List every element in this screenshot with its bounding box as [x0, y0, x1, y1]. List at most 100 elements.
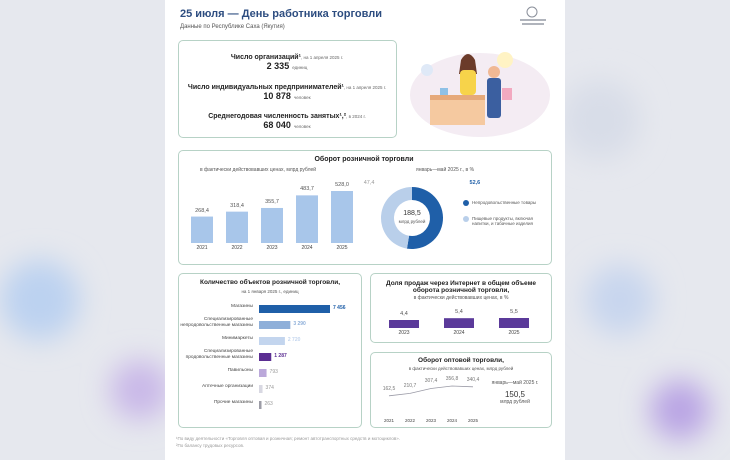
objects-box: [178, 273, 362, 428]
page-subtitle: Данные по Республике Саха (Якутия): [180, 24, 285, 30]
chart-title: Доля продаж через Интернет в общем объем…: [385, 280, 536, 295]
category-label: Прочие магазины: [213, 400, 253, 405]
x-tick-label: 2023: [398, 330, 410, 336]
bar: [191, 216, 213, 243]
value-label: 307,4: [424, 378, 438, 385]
stat-unit: человек: [293, 124, 311, 129]
x-tick-label: 2021: [383, 418, 394, 423]
category-label: Специализированные непродовольственные м…: [180, 317, 253, 328]
stat-unit: человек: [293, 94, 311, 100]
stat-label: Число организаций¹: [230, 54, 301, 61]
x-tick-label: 2024: [301, 245, 313, 251]
value-label: 356,8: [445, 376, 459, 382]
category-label: Специализированные продовольственные маг…: [185, 349, 253, 360]
value-label: 5,4: [455, 309, 463, 316]
bar: [259, 353, 272, 361]
bar: [261, 207, 283, 243]
footnote: ¹По виду деятельности «Торговля оптовая …: [176, 436, 401, 441]
value-label: 340,4: [466, 376, 480, 383]
x-tick-label: 2021: [196, 245, 208, 251]
logo: [520, 6, 546, 25]
note-value: 150,5: [504, 390, 526, 399]
value-label: 2 720: [287, 336, 301, 343]
footnote: ²По балансу трудовых ресурсов.: [176, 443, 245, 448]
line: [388, 385, 474, 397]
chart-title: Оборот розничной торговли: [314, 156, 414, 163]
stat-note: , на 1 апреля 2025 г.: [300, 55, 344, 60]
bar: [259, 337, 285, 345]
bar: [444, 318, 474, 328]
value-label: 3 290: [293, 320, 306, 327]
wholesale-box: [370, 352, 552, 428]
legend-swatch: [463, 200, 469, 206]
donut-segment: [406, 187, 444, 249]
x-tick-label: 2023: [425, 418, 436, 423]
stat-value: 10 878: [263, 90, 291, 101]
stat-heading: Число индивидуальных предпринимателей¹, …: [180, 76, 394, 94]
page-title: 25 июля — День работника торговли: [180, 8, 382, 20]
stat-heading: Среднегодовая численность занятых¹,², в …: [180, 105, 394, 123]
x-tick-label: 2025: [467, 418, 478, 423]
bar: [259, 369, 267, 377]
category-label: Павильоны: [227, 368, 253, 373]
stat-value-row: 68 040 человек: [180, 115, 394, 133]
category-label: Минимаркеты: [222, 336, 253, 341]
value-label: 47,4: [363, 180, 375, 186]
value-label: 268,4: [195, 207, 209, 214]
stat-label: Среднегодовая численность занятых¹,²: [208, 113, 347, 120]
value-label: 793: [269, 368, 278, 375]
bar: [259, 385, 263, 393]
bar: [259, 305, 330, 313]
bar: [499, 318, 529, 328]
x-tick-label: 2025: [336, 245, 348, 251]
chart-subtitle: на 1 января 2025 г., единиц: [241, 289, 299, 294]
bar: [259, 401, 262, 409]
bar: [226, 211, 248, 243]
stats-box: [178, 40, 397, 138]
chart-subtitle: в фактически действовавших ценах, млрд р…: [200, 167, 317, 173]
stat-unit: единиц: [292, 65, 308, 70]
x-tick-label: 2022: [404, 418, 415, 423]
chart-subtitle: в фактически действовавших ценах, в %: [413, 295, 509, 301]
x-tick-label: 2025: [508, 330, 520, 336]
chart-subtitle: в фактически действовавших ценах, млрд р…: [408, 366, 514, 371]
x-tick-label: 2024: [453, 330, 465, 336]
stat-label: Число индивидуальных предпринимателей¹: [187, 83, 344, 91]
stat-note: , на 1 апреля 2025 г.: [343, 84, 387, 90]
stat-value: 68 040: [263, 120, 291, 130]
chart-title: Оборот оптовой торговли,: [418, 357, 504, 364]
center-value: 188,5: [403, 210, 421, 217]
donut-segment: [381, 187, 412, 249]
stat-value: 2 335: [266, 61, 290, 71]
category-label: Магазины: [231, 304, 253, 309]
stat-note: , в 2024 г.: [346, 114, 366, 119]
blurred-background: [0, 80, 710, 440]
value-label: 7 456: [333, 304, 346, 311]
value-label: 374: [265, 384, 274, 391]
internet-box: [370, 273, 552, 343]
legend-label: Непродовольственные товары: [472, 200, 537, 205]
retail-box: [178, 150, 552, 265]
x-tick-label: 2024: [446, 418, 457, 423]
stat-heading: Число организаций¹, на 1 апреля 2025 г.: [180, 46, 394, 64]
value-label: 528,0: [335, 182, 349, 188]
value-label: 210,7: [403, 383, 417, 390]
value-label: 483,7: [300, 186, 314, 193]
value-label: 318,4: [230, 202, 244, 209]
chart-title: Количество объектов розничной торговли,: [199, 279, 341, 286]
bar: [389, 320, 419, 328]
note-unit: млрд рублей: [500, 399, 530, 405]
value-label: 1 287: [274, 352, 287, 359]
legend-label: Пищевые продукты, включая напитки, и таб…: [472, 216, 533, 227]
value-label: 4,4: [400, 311, 408, 317]
x-tick-label: 2023: [266, 245, 278, 251]
chart-subtitle: январь—май 2025 г., в %: [416, 167, 475, 173]
bar: [259, 321, 291, 329]
stat-value-row: 2 335 единиц: [180, 56, 394, 74]
value-label: 5,5: [510, 309, 518, 315]
value-label: 162,5: [382, 385, 396, 392]
bar: [331, 191, 353, 243]
illustration: [410, 52, 550, 137]
